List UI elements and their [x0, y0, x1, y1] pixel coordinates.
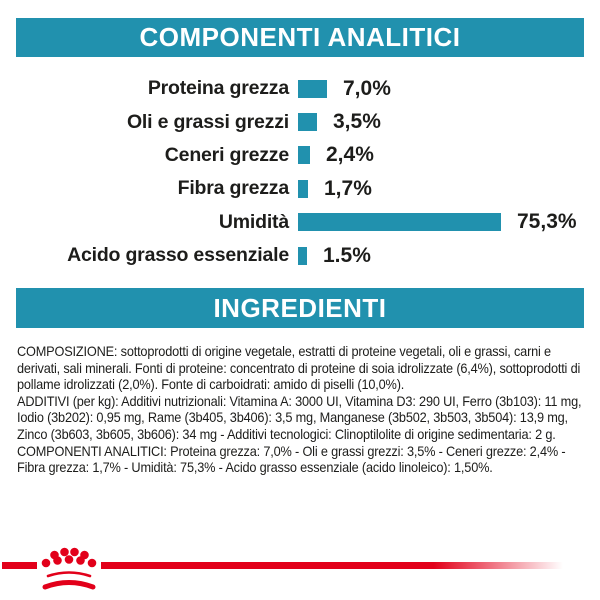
additivi-paragraph: ADDITIVI (per kg): Additivi nutrizionali… [17, 392, 582, 442]
chart-row-bar [298, 79, 327, 98]
chart-row: Ceneri grezze 2,4% [0, 139, 600, 172]
chart-row-label: Umidità [218, 210, 289, 233]
royal-canin-crown-icon [41, 547, 97, 590]
composizione-paragraph: COMPOSIZIONE: sottoprodotti di origine v… [17, 343, 581, 393]
chart-row: Fibra grezza 1,7% [0, 172, 600, 205]
chart-row-label: Proteina grezza [147, 77, 289, 100]
chart-row-value: 1,7% [324, 176, 372, 200]
chart-row: Umidità 75,3% [0, 206, 600, 239]
section-title: COMPONENTI ANALITICI [139, 22, 461, 52]
chart-row-value: 3,5% [333, 110, 381, 134]
chart-row-value: 2,4% [326, 143, 374, 167]
chart-row-bar [298, 213, 501, 232]
chart-row-value: 7,0% [343, 76, 391, 100]
footer-red-line-right [101, 562, 563, 569]
chart-row-value: 75,3% [517, 210, 577, 234]
chart-row-label: Oli e grassi grezzi [126, 110, 289, 133]
section-header-componenti-analitici: COMPONENTI ANALITICI [16, 18, 584, 57]
section-title: INGREDIENTI [213, 292, 387, 323]
chart-row-bar [298, 146, 310, 165]
section-header-ingredienti: INGREDIENTI [16, 288, 584, 328]
chart-row-bar [298, 179, 308, 198]
chart-row-bar [298, 246, 307, 265]
chart-row-label: Fibra grezza [177, 177, 290, 200]
chart-row: Oli e grassi grezzi 3,5% [0, 105, 600, 138]
chart-row-value: 1.5% [323, 243, 371, 267]
componenti-analitici-paragraph: COMPONENTI ANALITICI: Proteina grezza: 7… [17, 442, 566, 476]
chart-row-label: Ceneri grezze [164, 143, 289, 166]
chart-row: Proteina grezza 7,0% [0, 72, 600, 105]
chart-row: Acido grasso essenziale 1.5% [0, 239, 600, 272]
chart-row-bar [298, 113, 317, 132]
ingredients-text-block: COMPOSIZIONE: sottoprodotti di origine v… [17, 343, 590, 476]
footer-red-line-left [2, 562, 37, 569]
analytical-components-chart: Proteina grezza 7,0% Oli e grassi grezzi 3,… [0, 72, 600, 272]
chart-row-label: Acido grasso essenziale [67, 244, 289, 267]
